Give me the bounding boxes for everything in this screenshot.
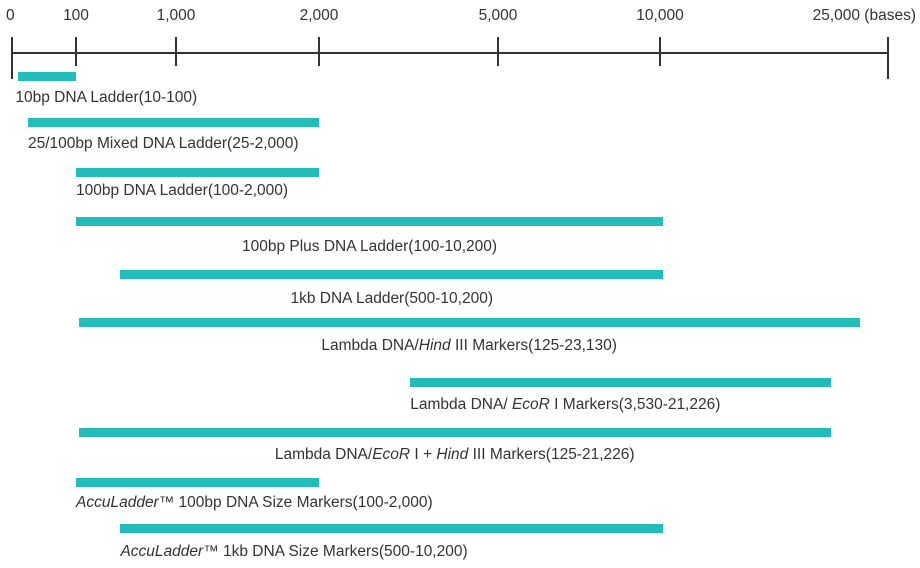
range-bar — [120, 524, 664, 533]
range-label-part: AccuLadder — [76, 494, 159, 511]
axis-tick-label: 2,000 — [299, 7, 339, 24]
range-bar — [28, 118, 319, 127]
range-label-part: Lambda DNA/ — [410, 396, 512, 413]
range-label: AccuLadder™ 100bp DNA Size Markers(100-2… — [76, 494, 433, 512]
range-label-part: 100bp Plus DNA Ladder(100-10,200) — [241, 238, 498, 255]
range-label-part: 100bp DNA Ladder(100-2,000) — [76, 182, 288, 199]
range-label-part: I Markers(3,530-21,226) — [549, 396, 721, 413]
range-bar — [120, 270, 664, 279]
range-label-part: Lambda DNA/ — [274, 446, 373, 463]
axis-tick-label: 5,000 — [478, 7, 518, 24]
range-bar — [76, 478, 319, 487]
range-label-part: 1kb DNA Ladder(500-10,200) — [290, 290, 493, 307]
range-label: 25/100bp Mixed DNA Ladder(25-2,000) — [28, 135, 299, 153]
range-label-part: EcoR — [372, 446, 411, 463]
range-label-part: AccuLadder — [120, 543, 204, 560]
axis-tick-label: 100 — [63, 7, 89, 24]
range-bar — [76, 168, 319, 177]
range-bar — [76, 217, 664, 226]
range-label-part: ™ 100bp DNA Size Markers(100-2,000) — [158, 494, 433, 511]
range-label-part: I + — [410, 446, 437, 463]
axis-tick-label: 0 — [6, 7, 15, 24]
range-label: AccuLadder™ 1kb DNA Size Markers(500-10,… — [120, 543, 467, 561]
axis-tick-label: 25,000 (bases) — [812, 7, 916, 24]
range-label: 100bp Plus DNA Ladder(100-10,200) — [242, 238, 497, 256]
range-label-part: Lambda DNA/ — [321, 337, 419, 354]
range-bar — [78, 428, 831, 437]
range-label: Lambda DNA/Hind III Markers(125-23,130) — [321, 337, 617, 355]
range-bar — [78, 318, 860, 327]
range-bar — [18, 72, 76, 81]
range-label: 1kb DNA Ladder(500-10,200) — [290, 290, 493, 308]
axis-tick-label: 1,000 — [156, 7, 196, 24]
range-label-part: ™ 1kb DNA Size Markers(500-10,200) — [203, 543, 468, 560]
range-label: 10bp DNA Ladder(10-100) — [15, 89, 197, 107]
axis-tick-label: 10,000 — [636, 7, 684, 24]
range-label-part: EcoR — [511, 396, 550, 413]
range-label-part: Hind — [436, 446, 469, 463]
range-label: Lambda DNA/ EcoR I Markers(3,530-21,226) — [410, 396, 720, 414]
range-label: 100bp DNA Ladder(100-2,000) — [76, 182, 288, 200]
range-label: Lambda DNA/EcoR I + Hind III Markers(125… — [275, 446, 635, 464]
range-label-part: III Markers(125-21,226) — [468, 446, 635, 463]
range-label-part: 25/100bp Mixed DNA Ladder(25-2,000) — [28, 135, 299, 152]
range-label-part: 10bp DNA Ladder(10-100) — [15, 89, 198, 106]
range-label-part: Hind — [418, 337, 451, 354]
range-label-part: III Markers(125-23,130) — [450, 337, 617, 354]
range-bar — [410, 378, 831, 387]
